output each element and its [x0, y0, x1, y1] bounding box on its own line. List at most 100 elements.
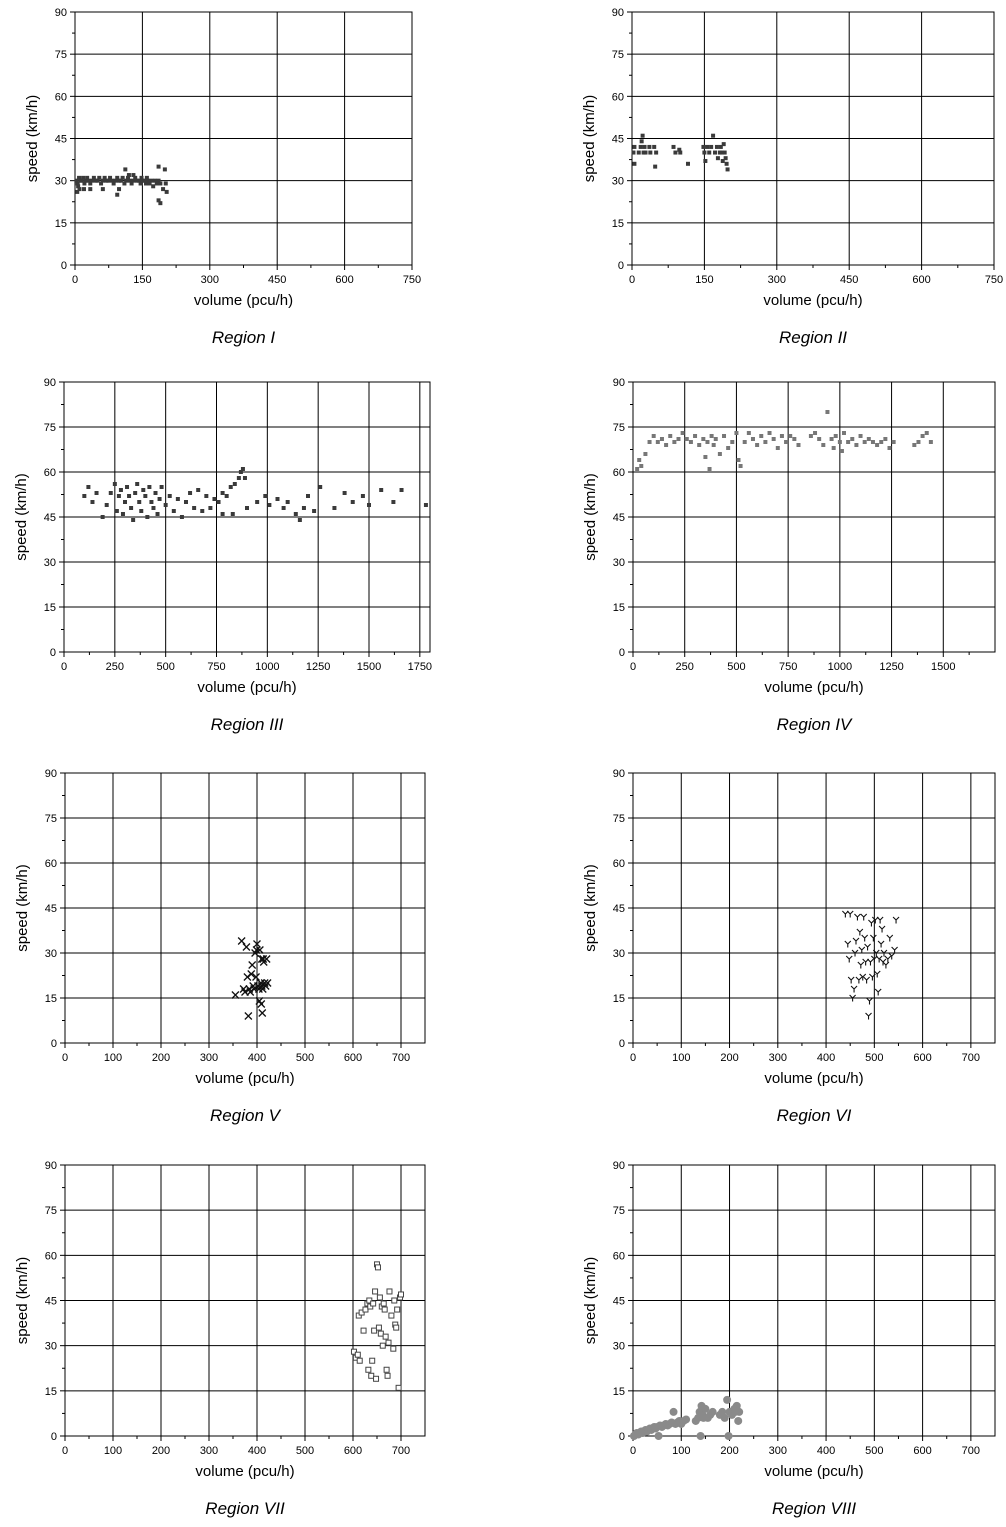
data-point: [856, 928, 864, 936]
y-tick-label: 75: [613, 813, 625, 825]
data-point: [318, 485, 323, 489]
data-point: [912, 443, 917, 447]
data-point: [188, 491, 193, 495]
y-tick-label: 75: [613, 422, 625, 434]
data-point: [631, 150, 636, 155]
data-point: [108, 175, 113, 180]
data-point: [887, 446, 892, 450]
data-point: [126, 175, 131, 180]
region-caption: Region I: [212, 328, 276, 347]
x-tick-label: 600: [913, 1445, 931, 1457]
data-point: [892, 916, 900, 924]
data-point: [149, 500, 154, 504]
x-tick-label: 600: [912, 274, 930, 286]
y-tick-label: 45: [613, 512, 625, 524]
y-tick-label: 60: [45, 1250, 57, 1262]
data-point: [671, 144, 676, 149]
chart-panel-7: 0 100 200 300 400 500 600 700 0 15 30 45 60 75 90 volum…: [14, 1160, 426, 1518]
data-point: [861, 934, 869, 942]
x-tick-label: 1250: [879, 661, 903, 673]
data-point: [708, 1407, 717, 1416]
data-point: [240, 467, 245, 471]
x-tick-label: 100: [672, 1052, 690, 1064]
y-tick-label: 0: [619, 1038, 625, 1050]
data-points: [841, 910, 900, 1020]
data-point: [255, 500, 260, 504]
data-point: [366, 1297, 373, 1304]
x-tick-label: 500: [296, 1445, 314, 1457]
data-point: [924, 431, 929, 435]
data-point: [920, 434, 925, 438]
data-point: [123, 167, 128, 172]
x-tick-label: 600: [344, 1052, 362, 1064]
y-tick-label: 15: [55, 218, 67, 230]
data-point: [74, 178, 79, 183]
data-point: [143, 494, 148, 498]
data-point: [839, 449, 844, 453]
x-tick-label: 0: [629, 274, 635, 286]
y-tick-label: 0: [619, 647, 625, 659]
data-point: [642, 144, 647, 149]
data-point: [846, 440, 851, 444]
data-point: [293, 512, 298, 516]
data-point: [654, 1432, 663, 1440]
data-point: [248, 961, 257, 969]
data-point: [118, 178, 123, 183]
data-point: [231, 991, 240, 999]
data-point: [111, 181, 116, 186]
y-tick-label: 60: [613, 858, 625, 870]
y-axis-label: speed (km/h): [13, 473, 30, 561]
x-tick-label: 100: [672, 1445, 690, 1457]
data-point: [720, 158, 725, 163]
data-point: [100, 178, 105, 183]
data-point: [156, 178, 161, 183]
data-point: [888, 952, 896, 960]
data-point: [390, 1345, 397, 1352]
data-point: [825, 410, 830, 414]
x-tick-label: 500: [156, 661, 174, 673]
y-tick-label: 75: [44, 422, 56, 434]
x-tick-label: 700: [392, 1052, 410, 1064]
x-tick-label: 300: [201, 274, 219, 286]
data-point: [164, 189, 169, 194]
data-point: [870, 955, 878, 963]
data-point: [139, 509, 144, 513]
data-point: [77, 175, 82, 180]
y-tick-label: 90: [45, 768, 57, 780]
y-axis-label: speed (km/h): [14, 1257, 31, 1345]
data-point: [138, 181, 143, 186]
data-point: [127, 494, 132, 498]
data-point: [99, 181, 104, 186]
data-point: [767, 431, 772, 435]
data-point: [723, 156, 728, 161]
data-point: [262, 955, 271, 963]
region-caption: Region III: [211, 715, 284, 734]
data-point: [342, 491, 347, 495]
data-point: [857, 961, 865, 969]
data-point: [808, 434, 813, 438]
data-point: [370, 1300, 377, 1307]
x-tick-label: 600: [335, 274, 353, 286]
y-tick-label: 0: [51, 1038, 57, 1050]
data-point: [855, 976, 863, 984]
data-point: [354, 1351, 361, 1358]
x-tick-label: 750: [207, 661, 225, 673]
x-tick-label: 400: [817, 1445, 835, 1457]
data-point: [81, 175, 86, 180]
data-point: [638, 144, 643, 149]
data-point: [208, 506, 213, 510]
data-point: [192, 506, 197, 510]
data-point: [131, 518, 136, 522]
y-tick-label: 45: [613, 903, 625, 915]
y-tick-label: 90: [44, 377, 56, 389]
data-point: [711, 443, 716, 447]
data-point: [880, 949, 888, 957]
data-point: [874, 988, 882, 996]
x-tick-label: 250: [106, 661, 124, 673]
data-point: [701, 437, 706, 441]
x-tick-label: 1000: [255, 661, 279, 673]
data-point: [703, 158, 708, 163]
y-tick-label: 15: [45, 993, 57, 1005]
data-point: [155, 512, 160, 516]
data-point: [732, 1401, 741, 1410]
